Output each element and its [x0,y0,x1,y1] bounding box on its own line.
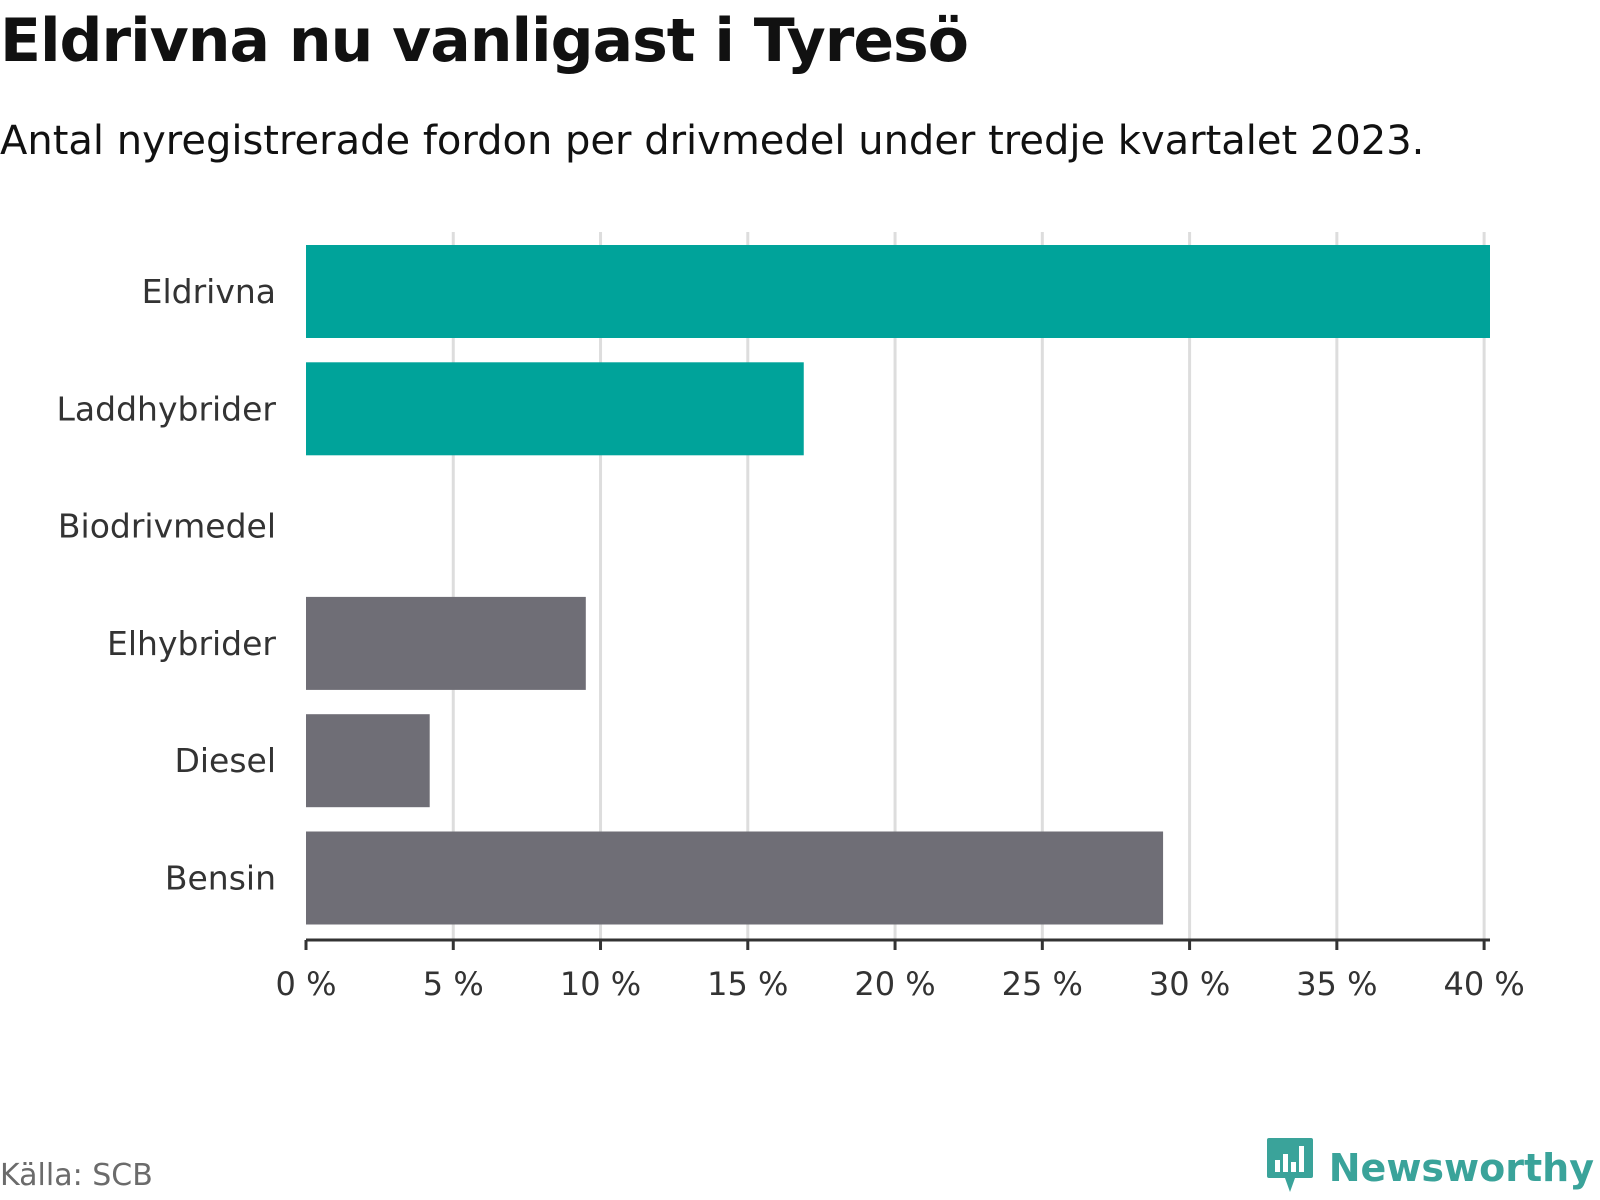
chart-title: Eldrivna nu vanligast i Tyresö [0,6,969,76]
source-note: Källa: SCB [0,1158,153,1193]
bar-laddhybrider [306,362,804,456]
bars [306,245,1490,925]
bar-bensin [306,831,1164,925]
category-label-bensin: Bensin [165,859,276,898]
bar-chart: 0 % 5 % 10 % 15 % 20 % 25 % 30 % 35 % 40 % Eldri… [57,232,1525,1003]
category-labels: Eldrivna Laddhybrider Biodrivmedel Elhybrid… [57,272,277,898]
category-label-eldrivna: Eldrivna [142,272,276,311]
x-tick-label-0: 0 % [276,965,337,1003]
category-label-biodrivmedel: Biodrivmedel [58,507,276,546]
gridlines [451,232,1486,940]
x-tick-label-25: 25 % [1002,965,1083,1003]
newsworthy-logo-icon [1265,1136,1315,1200]
brand-logo: Newsworthy [1265,1136,1594,1200]
category-label-elhybrider: Elhybrider [107,624,276,663]
bar-eldrivna [306,245,1490,338]
brand-name: Newsworthy [1328,1146,1594,1190]
category-label-diesel: Diesel [174,741,276,780]
x-tick-label-40: 40 % [1443,965,1524,1003]
chart-subtitle: Antal nyregistrerade fordon per drivmede… [0,118,1425,164]
bar-diesel [306,714,430,808]
x-tick-label-35: 35 % [1296,965,1377,1003]
x-tick-label-30: 30 % [1149,965,1230,1003]
x-tick-label-5: 5 % [423,965,484,1003]
x-tick-label-20: 20 % [854,965,935,1003]
x-tick-label-10: 10 % [560,965,641,1003]
category-label-laddhybrider: Laddhybrider [57,389,277,428]
x-axis: 0 % 5 % 10 % 15 % 20 % 25 % 30 % 35 % 40 % [276,938,1525,1003]
bar-elhybrider [306,596,586,690]
x-tick-label-15: 15 % [707,965,788,1003]
